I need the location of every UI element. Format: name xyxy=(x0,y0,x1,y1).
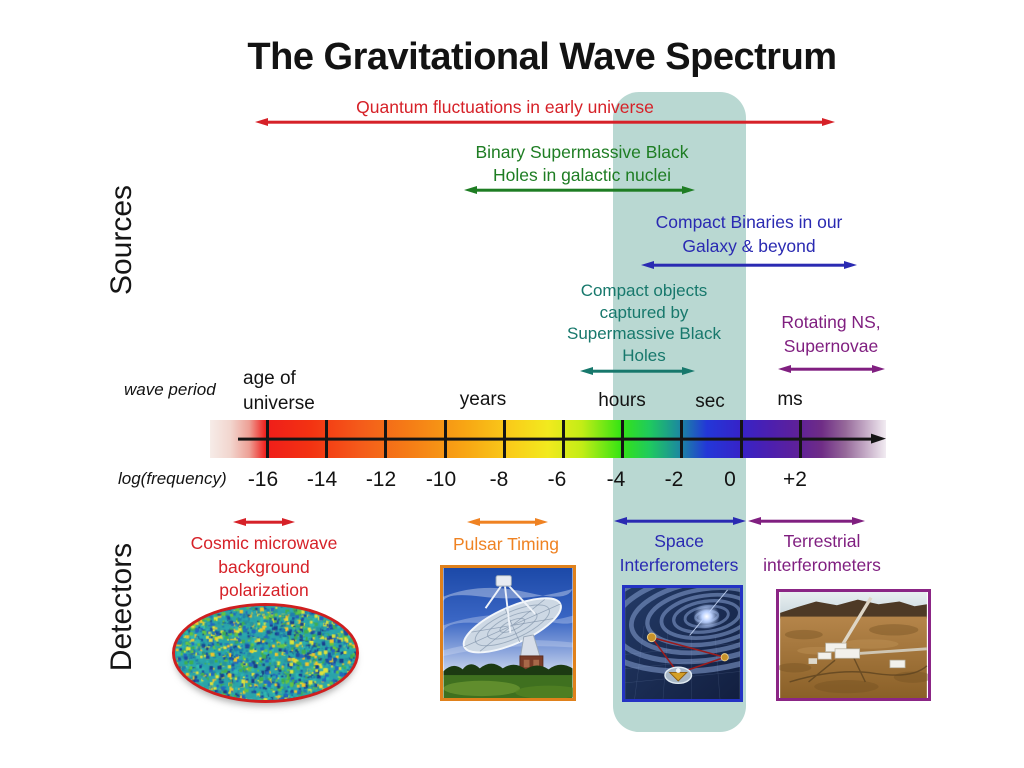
source-arrow-compact-binaries xyxy=(641,259,857,271)
detector-label-cmb: Cosmic microwave background polarization xyxy=(190,533,338,600)
freq-tick-label: -6 xyxy=(547,468,567,491)
detector-arrow-cmb xyxy=(233,516,295,528)
frequency-axis-arrow xyxy=(238,437,872,441)
freq-tick-label: -4 xyxy=(606,468,626,491)
detector-label-pulsar-timing: Pulsar Timing xyxy=(452,534,559,554)
space-interferometer-photo xyxy=(622,585,743,702)
period-label-ms: ms xyxy=(777,389,803,410)
freq-tick-label: -12 xyxy=(365,468,397,491)
log-frequency-axis-label: log(frequency) xyxy=(118,469,227,488)
detector-label-space-interferometers: Space Interferometers xyxy=(619,531,739,575)
detector-label-terrestrial-interferometers: Terrestrial interferometers xyxy=(763,531,881,575)
freq-tick-label: 0 xyxy=(724,468,736,491)
period-label-hours: hours xyxy=(598,390,646,411)
detector-arrow-pulsar-timing xyxy=(467,516,548,528)
period-label-sec: sec xyxy=(695,391,725,412)
source-label-quantum-fluctuations: Quantum fluctuations in early universe xyxy=(356,97,654,117)
source-arrow-compact-objects xyxy=(580,365,695,377)
cmb-map-canvas xyxy=(175,606,356,700)
period-label-age-of-universe: age of universe xyxy=(243,368,315,414)
source-label-compact-binaries: Compact Binaries in our Galaxy & beyond xyxy=(655,212,843,256)
source-label-binary-smbh: Binary Supermassive Black Holes in galac… xyxy=(475,142,689,185)
terrestrial-interferometer-photo xyxy=(776,589,931,701)
wave-period-axis-label: wave period xyxy=(124,380,216,399)
cmb-map-photo xyxy=(172,603,359,703)
source-label-rotating-ns: Rotating NS, Supernovae xyxy=(781,312,881,356)
source-arrow-quantum-fluctuations xyxy=(255,116,835,128)
freq-tick-label: -16 xyxy=(247,468,279,491)
page-title: The Gravitational Wave Spectrum xyxy=(247,36,837,78)
detectors-section-label: Detectors xyxy=(105,542,138,672)
frequency-spectrum-bar xyxy=(210,420,886,458)
freq-tick-label: -10 xyxy=(425,468,457,491)
freq-tick-label: +2 xyxy=(783,468,807,491)
freq-tick-label: -2 xyxy=(664,468,684,491)
radio-telescope-photo xyxy=(440,565,576,701)
radio-telescope-illustration xyxy=(443,568,573,698)
source-arrow-binary-smbh xyxy=(464,184,695,196)
freq-tick-label: -8 xyxy=(489,468,509,491)
terrestrial-interferometer-illustration xyxy=(779,592,928,698)
detector-arrow-space-interferometers xyxy=(614,515,746,527)
period-label-years: years xyxy=(459,389,507,410)
space-interferometer-illustration xyxy=(625,588,740,699)
detector-arrow-terrestrial-interferometers xyxy=(748,515,865,527)
source-arrow-rotating-ns xyxy=(778,363,885,375)
sources-section-label: Sources xyxy=(105,184,138,296)
freq-tick-label: -14 xyxy=(306,468,338,491)
source-label-compact-objects: Compact objects captured by Supermassive… xyxy=(566,281,721,365)
